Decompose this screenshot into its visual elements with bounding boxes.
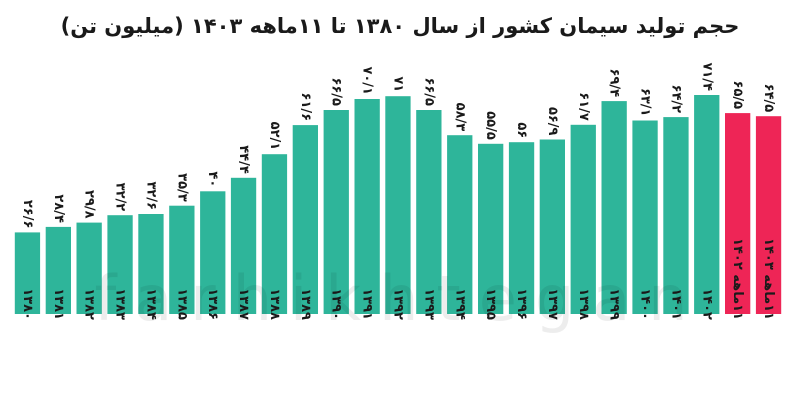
x-tick-label: ۱۳۸۰ xyxy=(20,288,35,320)
x-tick-label: ۱۳۹۴ xyxy=(452,288,467,320)
bar xyxy=(138,214,164,314)
x-tick-label: ۱۳۹۵ xyxy=(483,288,498,320)
bar-value-label: ۶۹/۴ xyxy=(607,69,622,98)
x-tick-label: ۱۳۸۶ xyxy=(205,288,220,320)
bar xyxy=(292,125,318,314)
bar xyxy=(76,222,102,314)
x-tick-label: ۱۳۸۱ xyxy=(51,288,66,320)
bar xyxy=(169,205,195,314)
x-tick-label: ۱۳۹۷ xyxy=(545,288,560,320)
x-tick-label: ۱۳۹۲ xyxy=(391,288,406,320)
x-tick-label: ۱۳۹۶ xyxy=(514,288,529,320)
x-tick-label: ۱۳۸۷ xyxy=(236,288,251,320)
x-tick-label: ۱۴۰۱ xyxy=(668,288,683,320)
bar-value-label: ۶۱/۷ xyxy=(576,92,591,121)
bar xyxy=(478,143,504,314)
bar-value-label: ۶۵/۵ xyxy=(730,81,745,110)
x-tick-label: ۱۳۸۵ xyxy=(174,288,189,320)
bar-value-label: ۷۰/۱ xyxy=(360,66,375,95)
bar-value-label: ۲۸/۴ xyxy=(51,194,66,223)
x-tick-label: ۱۱ماهه ۱۴۰۳ xyxy=(761,238,776,320)
x-tick-label: ۱۴۰۲ xyxy=(699,288,714,320)
bar xyxy=(416,110,442,314)
bar-value-label: ۵۵/۵ xyxy=(483,111,498,140)
bar xyxy=(755,116,782,314)
bar-value-label: ۲۶/۶ xyxy=(20,200,35,229)
bar xyxy=(45,226,71,314)
x-tick-label: ۱۱ماهه ۱۴۰۲ xyxy=(730,238,745,320)
bar xyxy=(663,117,689,314)
bar xyxy=(447,135,473,314)
bar xyxy=(14,232,41,314)
bar xyxy=(694,95,720,314)
bar xyxy=(632,120,658,314)
x-tick-label: ۱۳۹۸ xyxy=(576,288,591,320)
bar-value-label: ۶۱/۶ xyxy=(298,93,313,122)
x-tick-label: ۱۳۹۱ xyxy=(360,288,375,320)
bar xyxy=(323,110,349,314)
bar xyxy=(261,154,288,314)
bar-value-label: ۴۴/۴ xyxy=(236,145,251,174)
bar-value-label: ۶۴/۲ xyxy=(668,85,683,114)
x-tick-label: ۱۳۹۳ xyxy=(421,288,436,320)
bar xyxy=(539,139,565,314)
bar xyxy=(354,99,380,314)
bar-value-label: ۵۶ xyxy=(514,122,529,138)
bar-value-label: ۳۲/۲ xyxy=(113,183,128,212)
chart-title: حجم تولید سیمان کشور از سال ۱۳۸۰ تا ۱۱ما… xyxy=(60,14,740,38)
x-tick-label: ۱۳۸۳ xyxy=(113,288,128,320)
bar xyxy=(725,113,751,314)
bar-value-label: ۲۹/۸ xyxy=(82,190,97,219)
x-tick-label: ۱۳۸۴ xyxy=(144,288,159,320)
x-tick-label: ۱۳۸۹ xyxy=(298,288,313,320)
bar xyxy=(230,177,257,314)
bar-value-label: ۳۵/۳ xyxy=(174,173,189,202)
bar-value-label: ۶۶/۵ xyxy=(421,77,436,106)
bar xyxy=(601,101,627,314)
x-tick-label: ۱۳۸۲ xyxy=(82,288,97,320)
bar xyxy=(107,215,133,314)
x-tick-label: ۱۳۸۸ xyxy=(267,288,282,320)
bar xyxy=(385,96,411,314)
bar-value-label: ۳۲/۶ xyxy=(144,181,159,210)
bar-value-label: ۵۶/۹ xyxy=(545,107,560,136)
bar xyxy=(570,124,596,314)
bar-value-label: ۴۰ xyxy=(205,171,220,187)
bar xyxy=(508,142,535,314)
x-tick-label: ۱۴۰۰ xyxy=(638,288,653,320)
bar-value-label: ۷۱ xyxy=(391,76,406,92)
x-tick-label: ۱۳۹۹ xyxy=(607,288,622,320)
bar xyxy=(200,191,226,314)
bar-value-label: ۷۱/۴ xyxy=(699,62,714,91)
bar-value-label: ۵۲/۱ xyxy=(267,122,282,151)
x-tick-label: ۱۳۹۰ xyxy=(329,288,344,320)
bar-value-label: ۶۳/۱ xyxy=(638,88,653,117)
bar-value-label: ۵۸/۳ xyxy=(452,103,467,132)
bar-value-label: ۶۶/۵ xyxy=(329,77,344,106)
bar-value-label: ۶۴/۵ xyxy=(761,84,776,113)
